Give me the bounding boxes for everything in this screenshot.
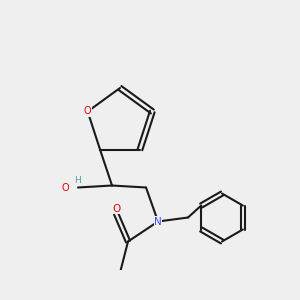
Text: O: O [61, 182, 69, 193]
Text: O: O [112, 204, 120, 214]
Text: O: O [84, 106, 92, 116]
Text: H: H [74, 176, 81, 185]
Text: N: N [154, 217, 162, 226]
